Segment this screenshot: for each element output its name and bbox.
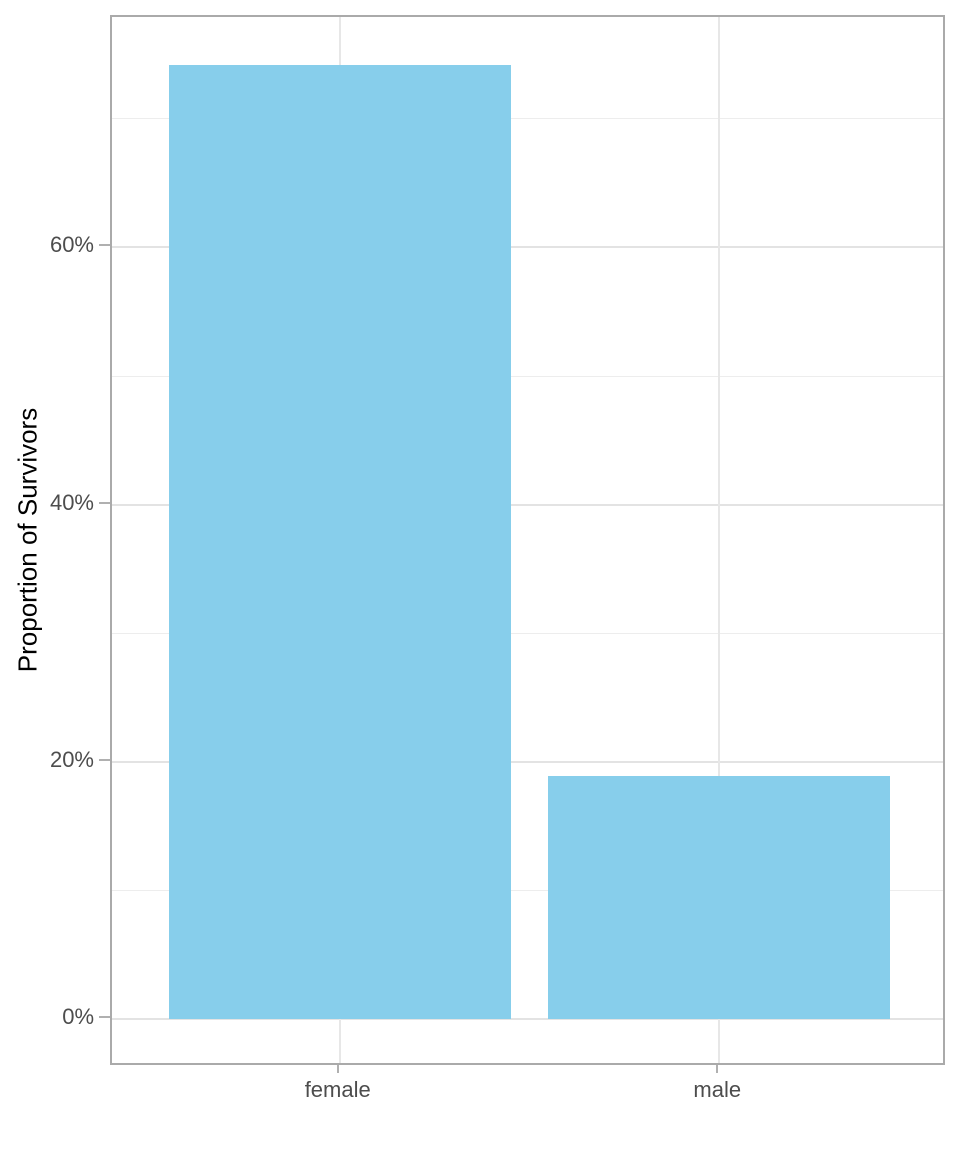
x-tick-label-female: female [304, 1077, 371, 1102]
y-tick-mark [99, 1016, 110, 1019]
y-tick-label: 20% [49, 746, 94, 772]
y-tick-mark [99, 244, 110, 247]
plot-panel [110, 15, 945, 1065]
category-gridline [718, 17, 721, 1063]
minor-gridline [112, 632, 943, 634]
minor-gridline [112, 890, 943, 892]
major-gridline [112, 503, 943, 506]
y-tick-label: 40% [49, 489, 94, 515]
y-axis-title: Proportion of Survivors [12, 407, 43, 673]
bar-female [168, 64, 511, 1020]
y-tick-mark [99, 758, 110, 761]
x-tick-mark [336, 1065, 339, 1073]
major-gridline [112, 760, 943, 763]
bar-male [548, 776, 891, 1020]
x-tick-mark [716, 1065, 719, 1073]
y-tick-label: 0% [62, 1004, 94, 1030]
minor-gridline [112, 118, 943, 120]
major-gridline [112, 246, 943, 249]
minor-gridline [112, 375, 943, 377]
y-tick-label: 60% [49, 232, 94, 258]
y-tick-mark [99, 501, 110, 504]
x-tick-label-male: male [693, 1077, 742, 1102]
major-gridline [112, 1018, 943, 1021]
